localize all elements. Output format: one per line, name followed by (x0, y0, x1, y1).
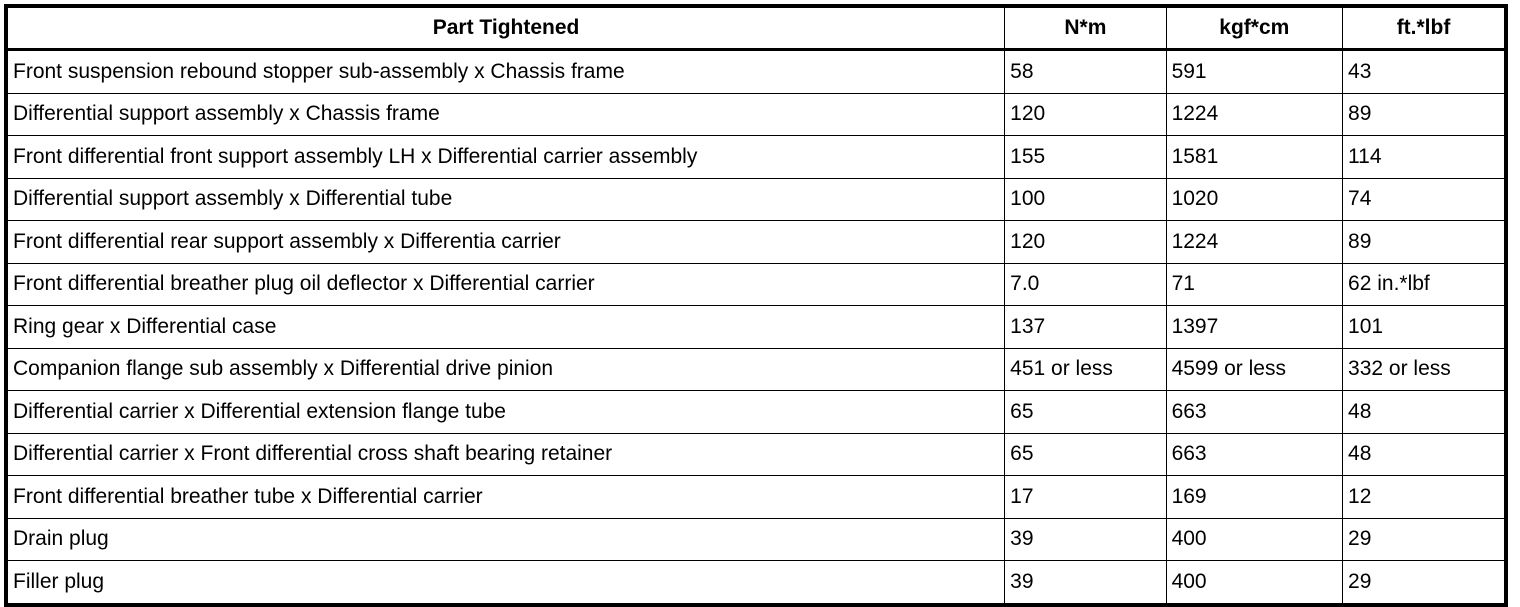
table-row: Differential carrier x Front differentia… (5, 432, 1507, 476)
table-row: Companion flange sub assembly x Differen… (5, 347, 1507, 391)
table-row: Differential support assembly x Differen… (5, 177, 1507, 221)
kgfcm-cell: 1224 (1165, 220, 1344, 264)
kgfcm-cell: 400 (1165, 560, 1344, 605)
table-row: Front differential breather tube x Diffe… (5, 475, 1507, 519)
ftlbf-cell: 29 (1342, 517, 1507, 561)
torque-specification-table: Part Tightened N*m kgf*cm ft.*lbf Front … (4, 4, 1508, 607)
table-row: Drain plug 39 400 29 (5, 517, 1507, 561)
kgfcm-cell: 400 (1165, 517, 1344, 561)
kgfcm-cell: 591 (1165, 49, 1344, 94)
table-row: Front differential front support assembl… (5, 135, 1507, 179)
part-cell: Companion flange sub assembly x Differen… (5, 347, 1006, 391)
ftlbf-cell: 43 (1342, 49, 1507, 94)
nm-cell: 7.0 (1004, 262, 1167, 306)
ftlbf-cell: 48 (1342, 390, 1507, 434)
nm-cell: 39 (1004, 517, 1167, 561)
nm-cell: 120 (1004, 220, 1167, 264)
table-row: Ring gear x Differential case 137 1397 101 (5, 305, 1507, 349)
nm-cell: 120 (1004, 92, 1167, 136)
part-cell: Ring gear x Differential case (5, 305, 1006, 349)
nm-cell: 65 (1004, 390, 1167, 434)
ftlbf-cell: 62 in.*lbf (1342, 262, 1507, 306)
table-row: Differential carrier x Differential exte… (5, 390, 1507, 434)
part-cell: Front suspension rebound stopper sub-ass… (5, 49, 1006, 94)
table-row: Front suspension rebound stopper sub-ass… (5, 49, 1507, 94)
table-row: Front differential breather plug oil def… (5, 262, 1507, 306)
part-cell: Drain plug (5, 517, 1006, 561)
kgfcm-cell: 1397 (1165, 305, 1344, 349)
part-cell: Differential carrier x Front differentia… (5, 432, 1006, 476)
part-cell: Filler plug (5, 560, 1006, 605)
kgfcm-cell: 1224 (1165, 92, 1344, 136)
kgfcm-cell: 663 (1165, 432, 1344, 476)
part-cell: Differential carrier x Differential exte… (5, 390, 1006, 434)
ftlbf-cell: 89 (1342, 220, 1507, 264)
kgfcm-cell: 1581 (1165, 135, 1344, 179)
kgfcm-cell: 1020 (1165, 177, 1344, 221)
ftlbf-cell: 332 or less (1342, 347, 1507, 391)
kgfcm-cell: 4599 or less (1165, 347, 1344, 391)
nm-cell: 65 (1004, 432, 1167, 476)
ftlbf-cell: 29 (1342, 560, 1507, 605)
header-nm: N*m (1004, 5, 1167, 51)
table-row: Differential support assembly x Chassis … (5, 92, 1507, 136)
nm-cell: 39 (1004, 560, 1167, 605)
header-row: Part Tightened N*m kgf*cm ft.*lbf (5, 5, 1507, 51)
nm-cell: 155 (1004, 135, 1167, 179)
kgfcm-cell: 663 (1165, 390, 1344, 434)
table-row: Filler plug 39 400 29 (5, 560, 1507, 605)
ftlbf-cell: 74 (1342, 177, 1507, 221)
table-row: Front differential rear support assembly… (5, 220, 1507, 264)
header-ftlbf: ft.*lbf (1342, 5, 1507, 51)
nm-cell: 451 or less (1004, 347, 1167, 391)
nm-cell: 58 (1004, 49, 1167, 94)
ftlbf-cell: 12 (1342, 475, 1507, 519)
part-cell: Front differential breather plug oil def… (5, 262, 1006, 306)
ftlbf-cell: 114 (1342, 135, 1507, 179)
kgfcm-cell: 71 (1165, 262, 1344, 306)
header-part-tightened: Part Tightened (5, 5, 1006, 51)
part-cell: Differential support assembly x Chassis … (5, 92, 1006, 136)
part-cell: Front differential rear support assembly… (5, 220, 1006, 264)
nm-cell: 100 (1004, 177, 1167, 221)
nm-cell: 17 (1004, 475, 1167, 519)
nm-cell: 137 (1004, 305, 1167, 349)
part-cell: Front differential breather tube x Diffe… (5, 475, 1006, 519)
part-cell: Differential support assembly x Differen… (5, 177, 1006, 221)
part-cell: Front differential front support assembl… (5, 135, 1006, 179)
ftlbf-cell: 89 (1342, 92, 1507, 136)
header-kgfcm: kgf*cm (1165, 5, 1344, 51)
kgfcm-cell: 169 (1165, 475, 1344, 519)
ftlbf-cell: 101 (1342, 305, 1507, 349)
ftlbf-cell: 48 (1342, 432, 1507, 476)
